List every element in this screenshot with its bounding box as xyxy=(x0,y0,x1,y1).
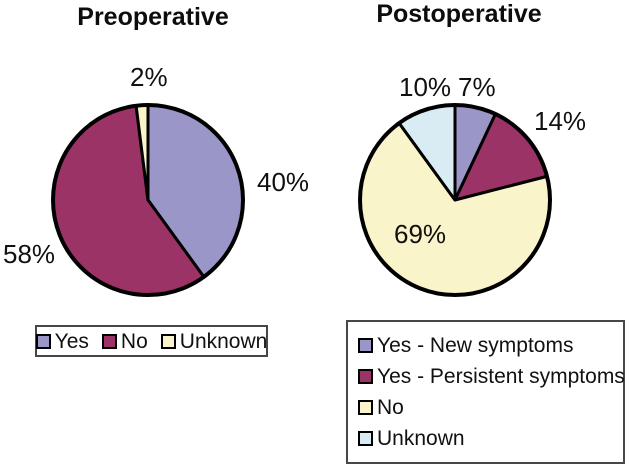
yes-color-swatch xyxy=(35,333,51,349)
yes-new-symptoms-color-swatch xyxy=(358,338,373,353)
legend-item-yes-persistent-symptoms: Yes - Persistent symptoms xyxy=(358,366,625,387)
legend-item-yes-new-symptoms: Yes - New symptoms xyxy=(358,335,613,356)
label-postoperative-unknown-pct: 10% xyxy=(399,72,452,102)
legend-item-no: No xyxy=(101,329,148,353)
legend-label: Unknown xyxy=(377,427,465,450)
legend-label: Unknown xyxy=(179,329,268,353)
legend-label: Yes xyxy=(54,329,89,353)
legend-item-unknown: Unknown xyxy=(358,428,613,449)
preoperative-pie-chart xyxy=(51,103,245,297)
legend-label: No xyxy=(120,329,148,353)
label-preoperative-no-pct: 58% xyxy=(3,239,56,269)
unknown-color-swatch xyxy=(358,431,373,446)
no-color-swatch xyxy=(358,400,373,415)
legend-label: Yes - New symptoms xyxy=(377,334,574,357)
label-postoperative-no-pct: 69% xyxy=(394,219,447,249)
yes-persistent-symptoms-color-swatch xyxy=(358,369,373,384)
postoperative-legend: Yes - New symptoms Yes - Persistent symp… xyxy=(346,320,625,464)
preoperative-legend: Yes No Unknown xyxy=(35,325,268,357)
label-postoperative-persistent-pct: 14% xyxy=(534,106,587,136)
label-preoperative-unknown-pct: 2% xyxy=(130,62,168,92)
legend-item-unknown: Unknown xyxy=(160,329,268,353)
postoperative-title: Postoperative xyxy=(376,0,542,28)
legend-label: Yes - Persistent symptoms xyxy=(377,365,625,388)
preoperative-title: Preoperative xyxy=(77,3,229,31)
legend-item-yes: Yes xyxy=(35,329,89,353)
no-color-swatch xyxy=(101,333,117,349)
legend-item-no: No xyxy=(358,397,613,418)
postoperative-pie-chart xyxy=(358,103,552,297)
label-postoperative-new-pct: 7% xyxy=(458,72,496,102)
pie-outline xyxy=(51,103,245,297)
pie-outline xyxy=(358,103,552,297)
label-preoperative-yes-pct: 40% xyxy=(257,167,310,197)
legend-label: No xyxy=(377,396,404,419)
unknown-color-swatch xyxy=(160,333,176,349)
